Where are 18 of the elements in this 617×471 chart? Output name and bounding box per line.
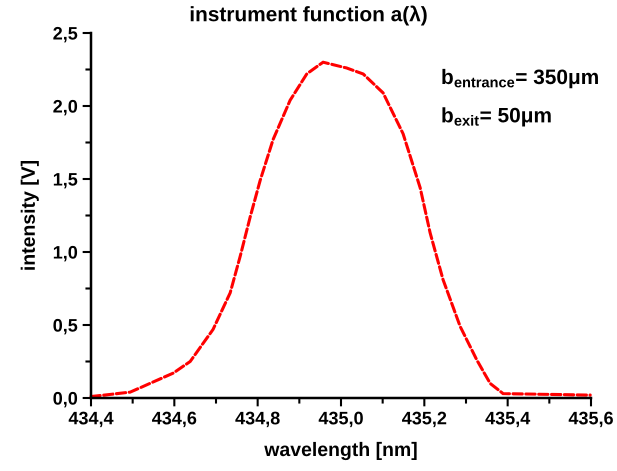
x-tick-label: 435,4 — [485, 412, 530, 428]
annotation: b$_{exit}$= 50μm — [442, 107, 551, 127]
x-tick-label: 435,6 — [568, 412, 613, 428]
x-tick-label: 435,2 — [402, 412, 446, 428]
x-tick-label: 434,8 — [235, 412, 280, 428]
y-axis-title: intensity [V] — [20, 160, 39, 270]
y-tick-label: 2,0 — [53, 100, 78, 116]
y-tick-label: 1,0 — [54, 246, 78, 262]
x-tick-label: 435,0 — [318, 412, 363, 428]
x-tick-label: 434,4 — [68, 412, 114, 428]
y-tick-label: 0,5 — [53, 318, 78, 334]
x-tick-label: 434,6 — [152, 412, 196, 428]
x-axis-title: wavelength [nm] — [264, 442, 417, 460]
chart-title: instrument function a(λ) — [190, 6, 427, 26]
y-tick-label: 0,0 — [53, 392, 78, 408]
y-tick-label: 1,5 — [54, 173, 78, 188]
y-tick-label: 2,5 — [53, 26, 78, 42]
annotation: b$_{entrance}$= 350μm — [442, 68, 598, 88]
